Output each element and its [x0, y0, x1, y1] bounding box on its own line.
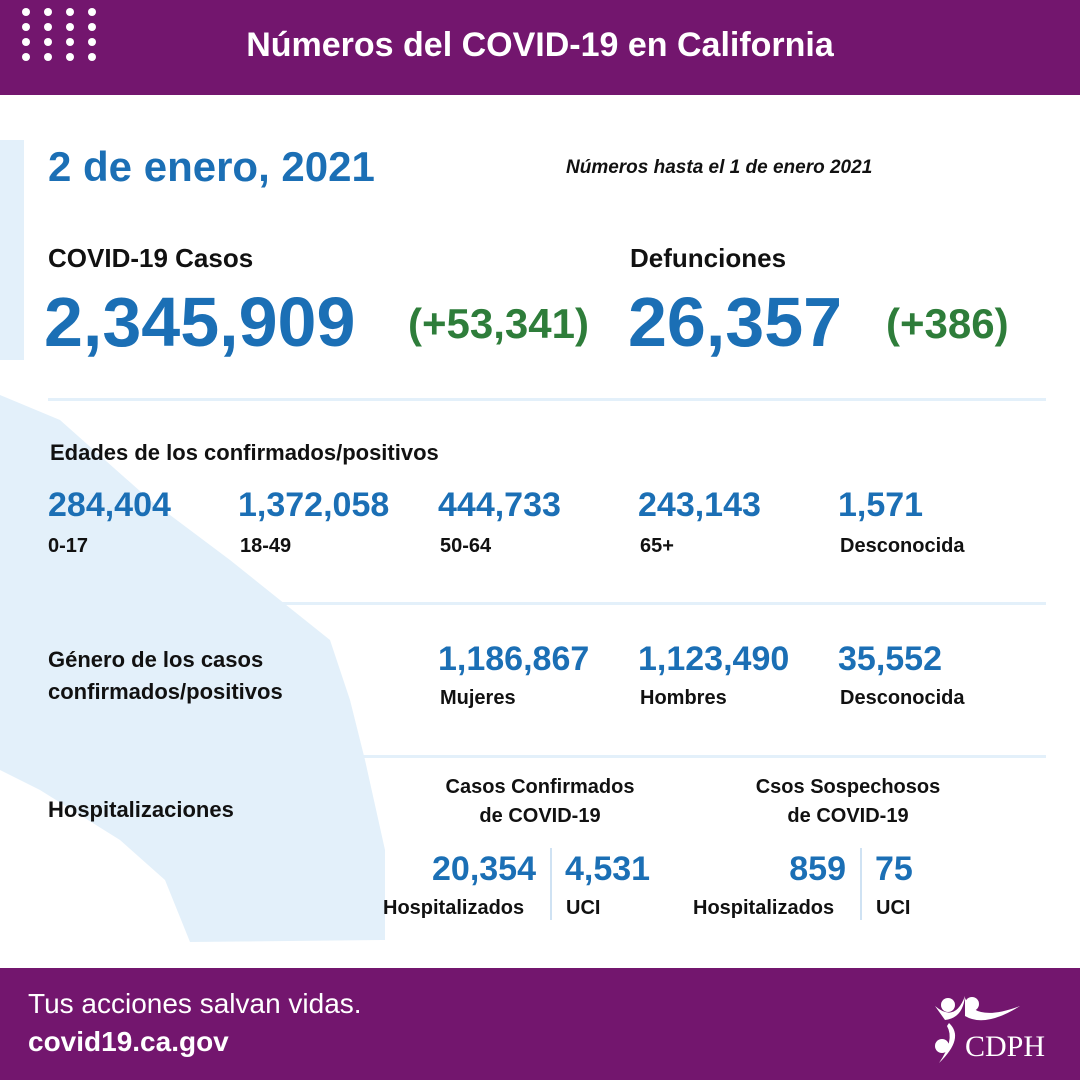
- cases-change: (+53,341): [408, 300, 589, 347]
- footer-url[interactable]: covid19.ca.gov: [28, 1026, 229, 1057]
- age-label: 50-64: [440, 535, 492, 557]
- age-label: Desconocida: [840, 535, 965, 557]
- age-label: 65+: [640, 535, 674, 557]
- footer-tagline: Tus acciones salvan vidas.: [28, 988, 362, 1019]
- suspected-hosp-label: Hospitalizados: [693, 897, 835, 919]
- gender-value: 1,123,490: [638, 640, 790, 678]
- divider: [48, 755, 1046, 758]
- divider: [860, 848, 862, 920]
- gender-value: 1,186,867: [438, 640, 590, 678]
- age-label: 18-49: [240, 535, 292, 557]
- deaths-label: Defunciones: [630, 243, 787, 273]
- dots-decoration-icon: [22, 8, 102, 61]
- age-value: 243,143: [638, 486, 761, 524]
- confirmed-title: Casos Confirmados: [445, 776, 635, 798]
- age-value: 1,571: [838, 486, 924, 524]
- cases-total: 2,345,909: [44, 283, 356, 361]
- suspected-icu-value: 75: [875, 850, 913, 888]
- divider: [48, 602, 1046, 605]
- ages-label: Edades de los confirmados/positivos: [50, 440, 439, 465]
- footer-bar: [0, 968, 1080, 1080]
- cdph-logo-icon: CDPH: [925, 978, 1055, 1073]
- divider: [48, 398, 1046, 401]
- cases-label: COVID-19 Casos: [48, 243, 254, 273]
- age-value: 1,372,058: [238, 486, 390, 524]
- gender-label: Hombres: [640, 687, 727, 709]
- divider: [550, 848, 552, 920]
- gender-label: Desconocida: [840, 687, 965, 709]
- age-value: 284,404: [48, 486, 171, 524]
- svg-text:CDPH: CDPH: [965, 1030, 1045, 1063]
- suspected-hosp-value: 859: [789, 850, 846, 888]
- suspected-icu-label: UCI: [876, 897, 911, 919]
- deaths-change: (+386): [886, 300, 1009, 347]
- gender-label-line1: Género de los casos: [48, 647, 264, 672]
- confirmed-icu-value: 4,531: [565, 850, 651, 888]
- report-date: 2 de enero, 2021: [48, 143, 375, 190]
- confirmed-icu-label: UCI: [566, 897, 601, 919]
- age-label: 0-17: [48, 535, 89, 557]
- page-title: Números del COVID-19 en California: [246, 26, 834, 64]
- deaths-total: 26,357: [628, 283, 843, 361]
- confirmed-subtitle: de COVID-19: [479, 805, 601, 827]
- header-bar: [0, 0, 1080, 95]
- gender-label-line2: confirmados/positivos: [48, 679, 283, 704]
- suspected-title: Csos Sospechosos: [755, 776, 941, 798]
- suspected-subtitle: de COVID-19: [787, 805, 909, 827]
- as-of-note: Números hasta el 1 de enero 2021: [566, 157, 873, 178]
- confirmed-hosp-value: 20,354: [432, 850, 536, 888]
- hospitalizations-label: Hospitalizaciones: [48, 797, 234, 822]
- confirmed-hosp-label: Hospitalizados: [383, 897, 525, 919]
- gender-label: Mujeres: [440, 687, 516, 709]
- gender-value: 35,552: [838, 640, 942, 678]
- age-value: 444,733: [438, 486, 561, 524]
